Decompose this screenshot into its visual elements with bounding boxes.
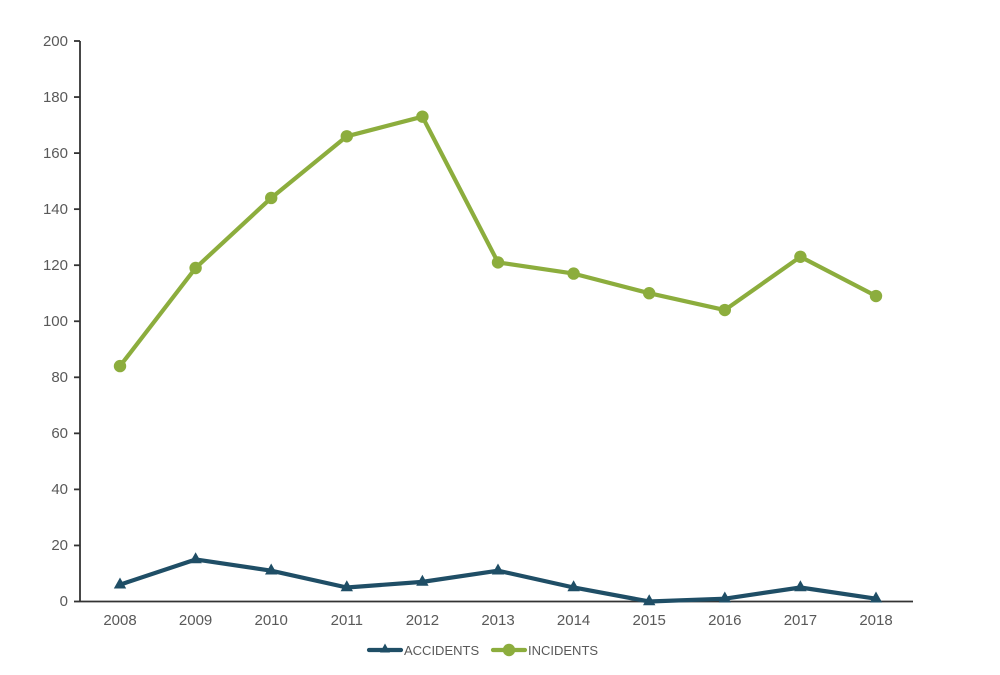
svg-text:2009: 2009	[179, 612, 212, 629]
svg-text:ACCIDENTS: ACCIDENTS	[404, 643, 479, 658]
svg-text:20: 20	[51, 537, 68, 554]
svg-text:2011: 2011	[331, 612, 363, 629]
svg-text:2013: 2013	[481, 612, 514, 629]
svg-text:2017: 2017	[784, 612, 817, 629]
svg-text:2008: 2008	[103, 612, 136, 629]
svg-text:40: 40	[51, 481, 68, 498]
svg-text:60: 60	[51, 425, 68, 442]
svg-text:INCIDENTS: INCIDENTS	[528, 643, 598, 658]
svg-text:2018: 2018	[859, 612, 892, 629]
svg-text:2016: 2016	[708, 612, 741, 629]
svg-text:2014: 2014	[557, 612, 590, 629]
svg-text:2015: 2015	[633, 612, 666, 629]
svg-text:2010: 2010	[255, 612, 288, 629]
svg-text:160: 160	[43, 145, 68, 162]
svg-text:2012: 2012	[406, 612, 439, 629]
svg-text:120: 120	[43, 257, 68, 274]
svg-text:0: 0	[60, 593, 68, 610]
svg-text:180: 180	[43, 89, 68, 106]
svg-text:80: 80	[51, 369, 68, 386]
svg-text:200: 200	[43, 33, 68, 50]
svg-text:140: 140	[43, 201, 68, 218]
svg-text:100: 100	[43, 313, 68, 330]
